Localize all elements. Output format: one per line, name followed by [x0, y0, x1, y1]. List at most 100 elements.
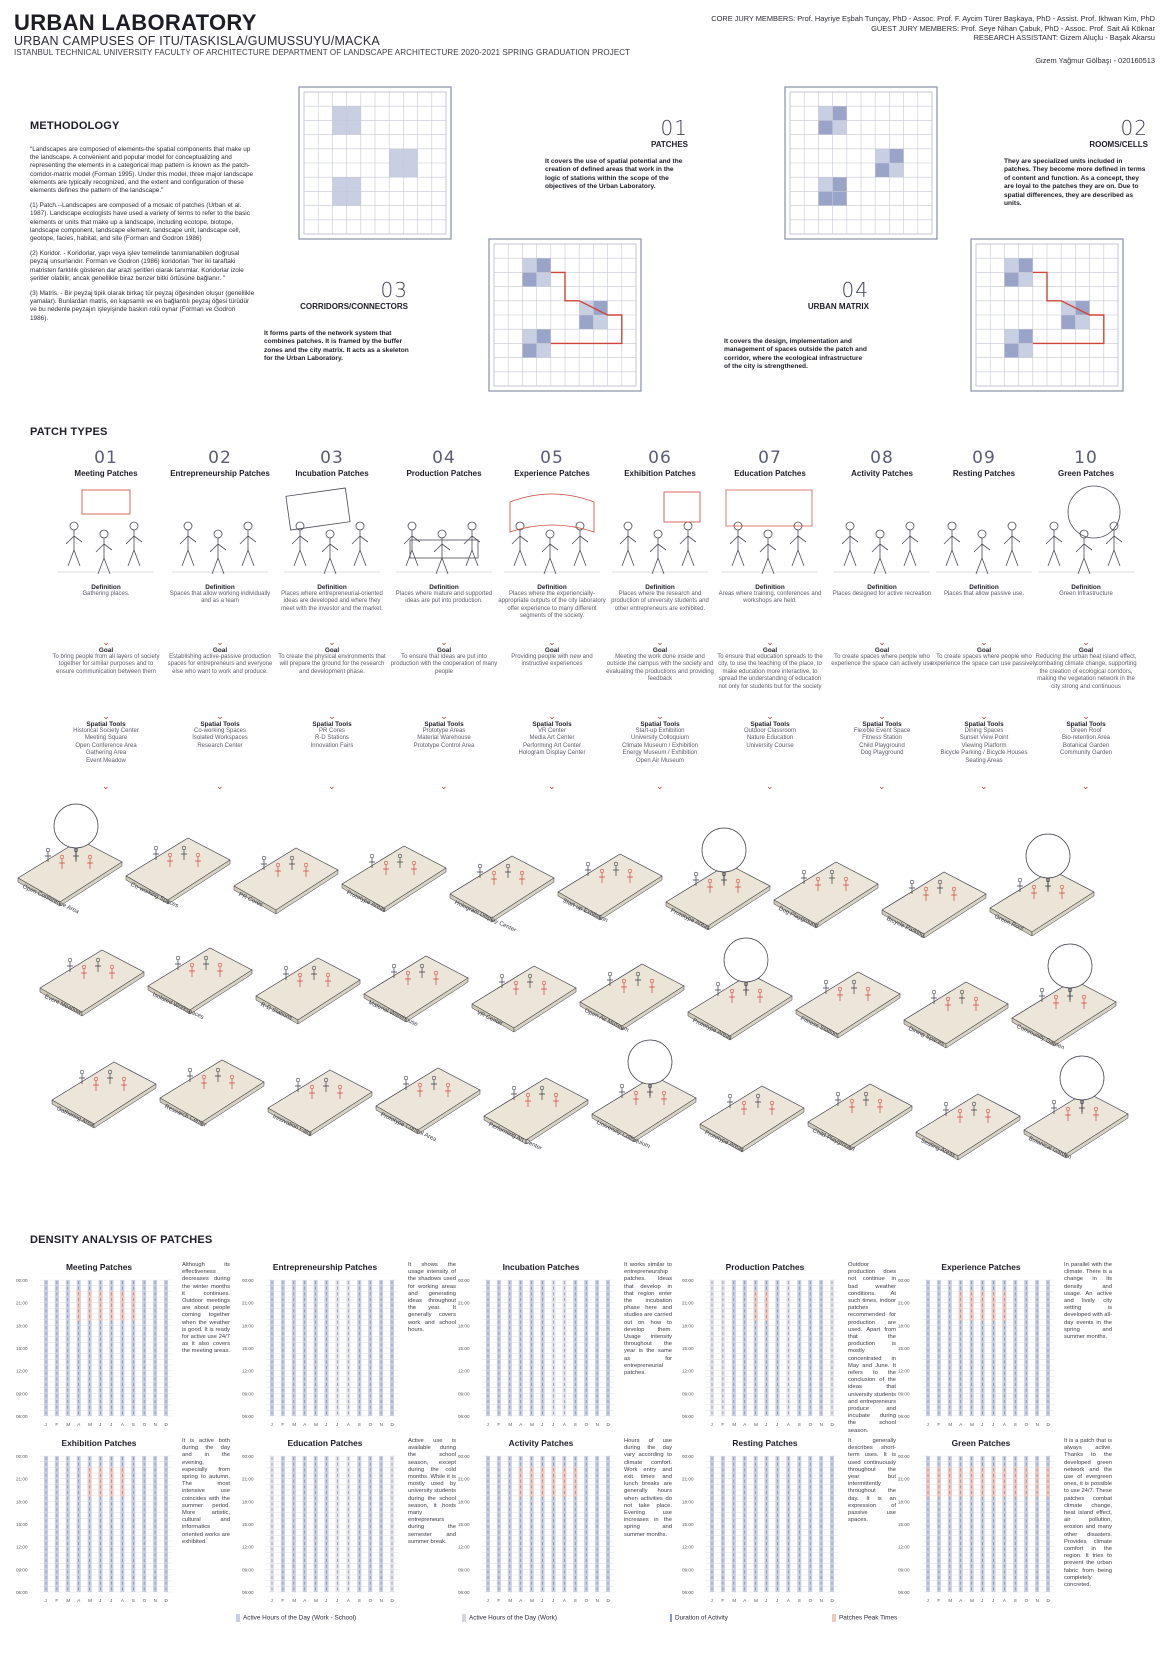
- iso-figure: [835, 1096, 841, 1106]
- iso-figure: [937, 884, 943, 894]
- iso-figure: [973, 1001, 979, 1011]
- x-tick-label: S: [132, 1598, 135, 1603]
- iso-figure: [715, 986, 721, 996]
- y-tick-label: 21:00: [16, 1477, 28, 1482]
- presentation-board: [81, 489, 131, 515]
- x-tick-label: J: [776, 1422, 778, 1427]
- iso-figure: [741, 1105, 747, 1115]
- iso-figure: [297, 977, 303, 987]
- x-tick-label: J: [336, 1422, 338, 1427]
- y-tick-label: 00:00: [458, 1454, 470, 1459]
- iso-figure: [383, 865, 389, 875]
- iso-figure: [585, 866, 591, 876]
- patch-illustration: [936, 521, 1032, 575]
- patch-number: 03: [320, 448, 344, 468]
- x-tick-label: D: [165, 1422, 169, 1427]
- patch-spatial-tools: ⌄ Spatial Tools Dining Spaces Sunset View …: [930, 712, 1038, 765]
- iso-figure: [829, 874, 835, 884]
- chevron-down-icon: ⌄: [980, 637, 988, 647]
- density-month-bar: [131, 1280, 136, 1416]
- density-chart-text: It is active both during the day and in …: [182, 1438, 230, 1545]
- density-month-bar: [764, 1456, 769, 1592]
- density-month-bar: [65, 1280, 70, 1416]
- x-tick-label: S: [1014, 1598, 1017, 1603]
- density-chart-plot: 00:00 21:00 18:00 15:00 12:00 09:00 06:00 J F M A M…: [16, 1454, 172, 1603]
- iso-figure: [823, 984, 829, 994]
- iso-figure: [527, 978, 533, 988]
- x-tick-label: J: [992, 1422, 994, 1427]
- density-month-bar: [830, 1456, 834, 1592]
- density-month-bar: [109, 1456, 114, 1592]
- iso-patch: [125, 837, 231, 905]
- x-tick-label: F: [721, 1598, 724, 1603]
- chevron-down-icon: ⌄: [102, 781, 110, 791]
- concept-patches-text: It covers the use of spatial potential a…: [545, 158, 683, 191]
- density-month-bar: [529, 1280, 534, 1416]
- concept-number: 04: [841, 278, 869, 302]
- x-tick-label: D: [391, 1422, 395, 1427]
- iso-figure: [599, 873, 605, 883]
- density-chart-plot: 00:00 21:00 18:00 15:00 12:00 09:00 06:00 J F M A M…: [682, 1278, 838, 1427]
- author: Gizem Yağmur Gölbaşı - 020160513: [1035, 56, 1155, 65]
- x-tick-label: A: [563, 1598, 567, 1603]
- patch-type-6: 06 Exhibition Patches Definition Places whe…: [606, 448, 714, 628]
- x-tick-label: A: [563, 1422, 567, 1427]
- iso-figure: [757, 993, 763, 1003]
- density-month-bar: [606, 1456, 610, 1592]
- chevron-down-icon: ⌄: [548, 781, 556, 791]
- iso-tree: [701, 827, 747, 873]
- y-tick-label: 15:00: [898, 1346, 910, 1351]
- patch-type-4: 04 Production Patches Definition Places whe…: [390, 448, 498, 628]
- density-month-bar: [291, 1280, 296, 1416]
- patch-type-7: 07 Education Patches Definition Areas where…: [716, 448, 824, 628]
- x-tick-label: D: [831, 1422, 835, 1427]
- density-month-bar: [507, 1280, 512, 1416]
- patch-definition: Spaces that allow working individually a…: [169, 591, 271, 605]
- density-month-bar: [958, 1280, 963, 1416]
- patch-goal-text: Meeting the work done inside and outside…: [606, 654, 714, 683]
- density-month-bar: [1035, 1280, 1040, 1416]
- y-tick-label: 09:00: [242, 1567, 254, 1572]
- density-chart: Meeting Patches 00:00 21:00 18:00 15:00 12:00…: [14, 1262, 230, 1434]
- y-tick-label: 12:00: [682, 1369, 694, 1374]
- density-chart-plot: 00:00 21:00 18:00 15:00 12:00 09:00 06:00 J F M A M…: [458, 1454, 614, 1603]
- y-tick-label: 12:00: [898, 1545, 910, 1550]
- patch-name: Green Patches: [1057, 469, 1115, 478]
- x-tick-label: A: [1003, 1598, 1007, 1603]
- patch-type-3: 03 Incubation Patches Definition Places whe…: [278, 448, 386, 628]
- exhibit-frame: [663, 491, 701, 523]
- iso-patch: [807, 1083, 913, 1151]
- patches-grid-diagram: [298, 86, 452, 240]
- patch-spatial-tools-label: Spatial Tools: [862, 721, 902, 728]
- patch-name: Exhibition Patches: [624, 469, 696, 478]
- chevron-down-icon: ⌄: [102, 711, 110, 721]
- y-tick-label: 12:00: [458, 1545, 470, 1550]
- density-month-bar: [584, 1280, 589, 1416]
- density-chart-title: Experience Patches: [941, 1262, 1021, 1272]
- density-month-bar: [54, 1456, 59, 1592]
- patch-spatial-tools-text: Dining Spaces Sunset View Point Viewing …: [940, 728, 1028, 764]
- corridor-line: [550, 271, 623, 345]
- x-tick-label: A: [77, 1598, 81, 1603]
- grid-room-cell: [875, 163, 890, 178]
- iso-figure: [81, 969, 87, 979]
- person-figure: [179, 521, 197, 567]
- patch-goal-text: To create spaces where people who experi…: [930, 654, 1038, 668]
- x-tick-label: D: [165, 1598, 169, 1603]
- grid-room-cell: [818, 191, 833, 206]
- density-month-bar: [357, 1280, 362, 1416]
- density-chart-text: Although its effectiveness decreases dur…: [182, 1262, 231, 1355]
- grid-room-cell: [1075, 300, 1090, 315]
- density-month-bar: [731, 1456, 736, 1592]
- iso-figure: [619, 1088, 625, 1098]
- iso-figure: [337, 1089, 343, 1099]
- legend-item-1: Active Hours of the Day (Work - School): [236, 1614, 356, 1622]
- iso-figure: [1059, 889, 1065, 899]
- x-tick-label: J: [487, 1598, 489, 1603]
- x-tick-label: O: [585, 1598, 589, 1603]
- iso-figure: [633, 1095, 639, 1105]
- iso-figure: [1017, 882, 1023, 892]
- patch-illustration: [504, 493, 600, 575]
- chevron-down-icon: ⌄: [1082, 711, 1090, 721]
- chevron-down-icon: ⌄: [328, 711, 336, 721]
